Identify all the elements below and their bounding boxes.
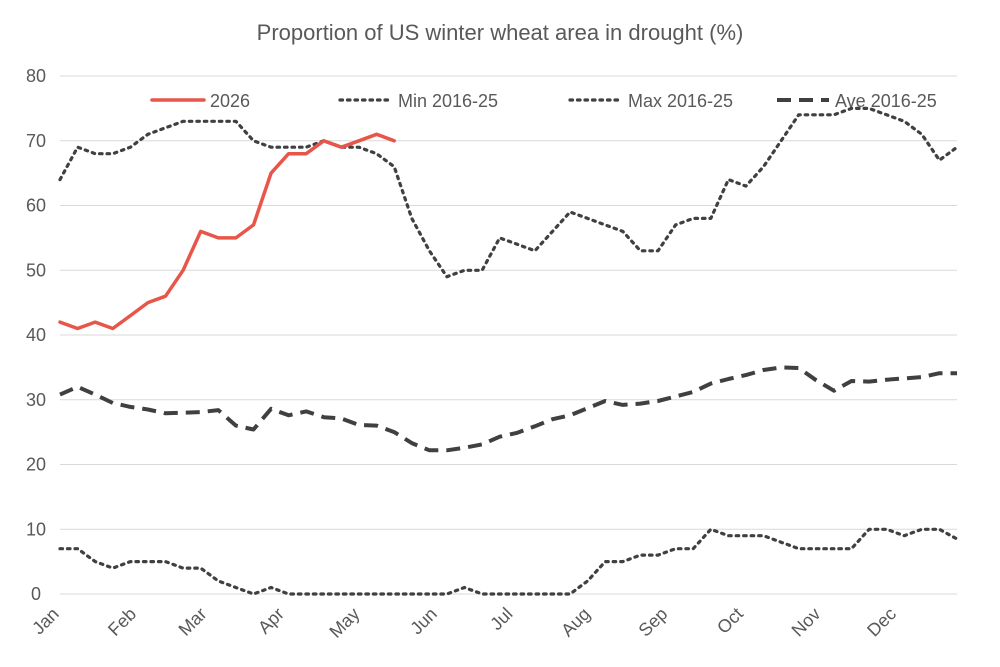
gridlines <box>60 75 957 595</box>
y-tick-label: 0 <box>31 584 41 604</box>
x-tick-label-apr: Apr <box>254 604 288 638</box>
series-line-min-2016-25 <box>58 527 959 596</box>
y-tick-label: 70 <box>26 131 46 151</box>
series-line-ave-2016-25 <box>59 365 957 453</box>
y-tick-label: 10 <box>26 519 46 539</box>
y-axis-ticks: 0 10 20 30 40 50 60 70 80 <box>26 66 46 604</box>
series-line-max-2016-25 <box>58 106 959 279</box>
x-tick-label-oct: Oct <box>713 604 747 638</box>
chart-title: Proportion of US winter wheat area in dr… <box>257 20 744 45</box>
x-tick-label-mar: Mar <box>175 604 211 640</box>
x-tick-label-may: May <box>325 604 363 642</box>
legend: 2026 Min 2016-25 Max 2016-25 Ave 2016-25 <box>150 91 937 111</box>
legend-label-0: 2026 <box>210 91 250 111</box>
x-axis-ticks: Jan Feb Mar Apr May Jun Jul Aug Sep Oct Nov Dec <box>28 604 900 642</box>
y-tick-label: 20 <box>26 455 46 475</box>
series-line-2026 <box>58 132 396 331</box>
y-tick-label: 60 <box>26 196 46 216</box>
y-tick-label: 80 <box>26 66 46 86</box>
y-tick-label: 30 <box>26 390 46 410</box>
y-tick-label: 40 <box>26 325 46 345</box>
x-tick-label-sep: Sep <box>635 604 672 641</box>
x-tick-label-jul: Jul <box>486 604 516 634</box>
x-tick-label-aug: Aug <box>557 604 594 641</box>
legend-label-3: Ave 2016-25 <box>835 91 937 111</box>
y-tick-label: 50 <box>26 260 46 280</box>
x-tick-label-nov: Nov <box>788 604 825 641</box>
x-tick-label-dec: Dec <box>863 604 900 641</box>
legend-label-1: Min 2016-25 <box>398 91 498 111</box>
x-tick-label-jan: Jan <box>28 604 63 639</box>
x-tick-label-feb: Feb <box>104 604 140 640</box>
legend-label-2: Max 2016-25 <box>628 91 733 111</box>
x-tick-label-jun: Jun <box>406 604 441 639</box>
series-lines <box>58 106 959 596</box>
